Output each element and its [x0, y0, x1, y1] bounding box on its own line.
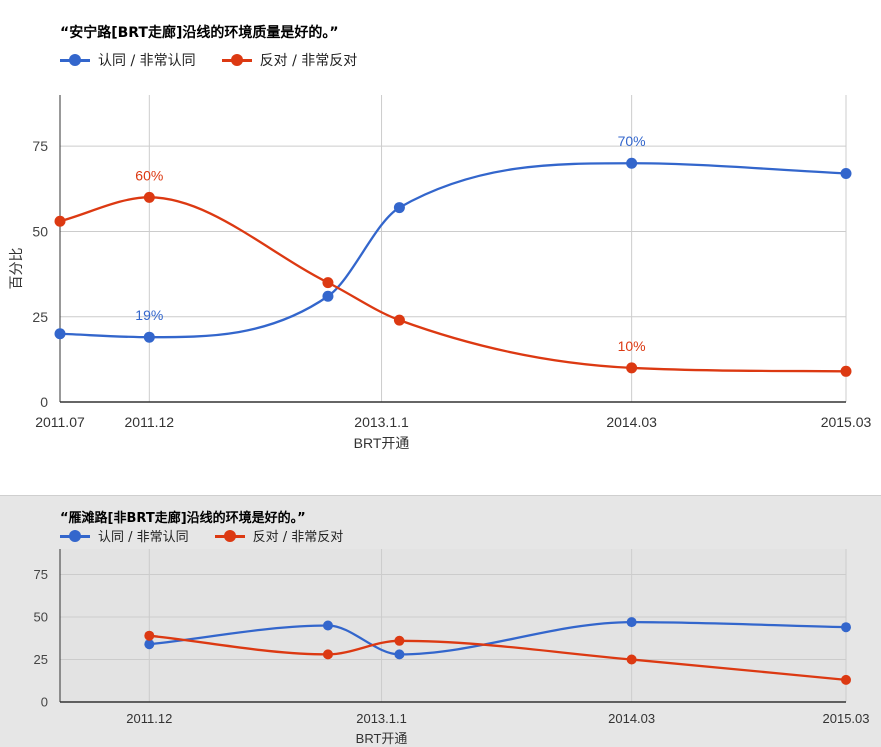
y-tick-label: 75 [32, 138, 48, 154]
x-tick-label: 2014.03 [606, 414, 657, 430]
legend-label: 认同 / 非常认同 [98, 530, 189, 545]
data-label: 10% [618, 338, 646, 354]
legend-swatch-oppose-icon [221, 53, 252, 67]
series-line-oppose [149, 634, 847, 682]
data-label: 60% [135, 167, 163, 183]
x-tick-label: 2014.03 [608, 711, 655, 726]
data-point [841, 622, 851, 633]
chart-title: “安宁路[BRT走廊]沿线的环境质量是好的。” [60, 25, 339, 41]
data-label: 19% [135, 307, 163, 323]
chart-legend: 认同 / 非常认同 反对 / 非常反对 [60, 50, 383, 70]
legend-swatch-oppose-icon [214, 529, 245, 543]
y-tick-label: 50 [32, 223, 48, 239]
y-tick-label: 75 [34, 567, 48, 582]
data-label: 70% [618, 133, 646, 149]
data-point [840, 167, 852, 179]
data-point [841, 674, 851, 685]
data-point [143, 191, 155, 203]
chart-panel-anning: “安宁路[BRT走廊]沿线的环境质量是好的。” 认同 / 非常认同 反对 / 非… [8, 25, 872, 451]
legend-item-oppose[interactable]: 反对 / 非常反对 [221, 50, 358, 70]
x-tick-label: 2011.12 [126, 711, 172, 726]
legend-label: 反对 / 非常反对 [252, 530, 344, 545]
data-point [54, 328, 66, 340]
y-tick-label: 0 [41, 695, 48, 710]
y-tick-label: 25 [34, 652, 48, 667]
y-axis-title: 百分比 [8, 248, 24, 290]
x-tick-label: 2015.03 [821, 414, 872, 430]
data-point [394, 635, 405, 646]
data-point [322, 620, 333, 631]
data-point [322, 649, 333, 660]
x-tick-label: 2011.07 [35, 414, 85, 430]
data-point [840, 365, 852, 377]
legend-label: 反对 / 非常反对 [259, 53, 358, 69]
series-line-agree [149, 620, 847, 656]
data-point [626, 157, 638, 169]
data-point [394, 649, 405, 660]
legend-item-oppose[interactable]: 反对 / 非常反对 [214, 526, 344, 545]
legend-swatch-agree-icon [60, 53, 90, 67]
data-point [144, 630, 155, 641]
series-line-oppose [59, 196, 847, 373]
y-tick-label: 0 [40, 394, 48, 410]
data-point [322, 290, 334, 302]
legend-swatch-agree-icon [60, 529, 90, 543]
x-tick-label: 2011.12 [125, 414, 175, 430]
chart-legend: 认同 / 非常认同 反对 / 非常反对 [60, 526, 369, 545]
data-point [626, 617, 637, 628]
legend-item-agree[interactable]: 认同 / 非常认同 [60, 50, 196, 70]
data-point [393, 314, 405, 326]
x-axis-title: BRT开通 [354, 435, 410, 451]
y-tick-label: 50 [34, 610, 48, 625]
y-tick-label: 25 [32, 309, 48, 325]
legend-item-agree[interactable]: 认同 / 非常认同 [60, 526, 189, 545]
data-point [626, 362, 638, 374]
data-point [322, 277, 334, 289]
data-point [143, 331, 155, 343]
chart-title: “雁滩路[非BRT走廊]沿线的环境是好的。” [60, 511, 306, 526]
data-point [626, 654, 637, 665]
x-tick-label: 2013.1.1 [356, 711, 407, 726]
x-axis-title: BRT开通 [356, 731, 408, 746]
line-chart-yantan: 0 25 50 75 2011.12 2013.1.1 2014.03 2015.03 BRT开… [34, 549, 870, 746]
legend-label: 认同 / 非常认同 [98, 53, 196, 69]
x-tick-label: 2015.03 [823, 711, 870, 726]
chart-panel-yantan: “雁滩路[非BRT走廊]沿线的环境是好的。” 认同 / 非常认同 反对 / 非常… [0, 495, 881, 747]
data-point [54, 215, 66, 227]
data-point [144, 639, 155, 650]
x-tick-label: 2013.1.1 [354, 414, 409, 430]
data-point [393, 202, 405, 214]
series-line-agree [59, 162, 847, 339]
plot-area-background [60, 549, 846, 702]
line-chart-anning: 0 25 50 75 2011.07 2011.12 2013.1.1 2014.03 2015… [8, 95, 872, 451]
